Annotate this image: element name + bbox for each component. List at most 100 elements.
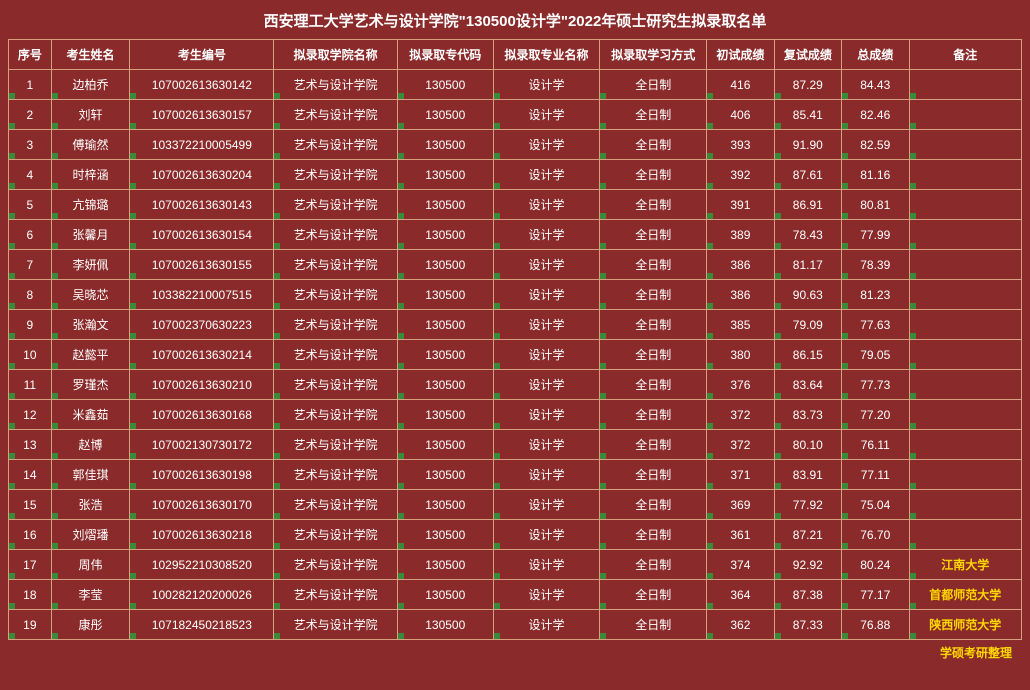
- table-cell: 130500: [397, 580, 493, 610]
- table-cell: 107002613630154: [130, 220, 274, 250]
- table-cell: 9: [9, 310, 52, 340]
- table-cell: 艺术与设计学院: [274, 520, 398, 550]
- table-cell: [909, 520, 1022, 550]
- table-cell: 全日制: [600, 100, 707, 130]
- table-cell: 7: [9, 250, 52, 280]
- table-cell: 77.17: [842, 580, 909, 610]
- table-cell: 81.17: [774, 250, 841, 280]
- table-cell: 130500: [397, 280, 493, 310]
- table-cell: 设计学: [493, 310, 600, 340]
- table-cell: 76.11: [842, 430, 909, 460]
- table-cell: 84.43: [842, 70, 909, 100]
- table-row: 9张瀚文107002370630223艺术与设计学院130500设计学全日制38…: [9, 310, 1022, 340]
- table-row: 7李妍佩107002613630155艺术与设计学院130500设计学全日制38…: [9, 250, 1022, 280]
- table-row: 11罗瑾杰107002613630210艺术与设计学院130500设计学全日制3…: [9, 370, 1022, 400]
- table-cell: 81.16: [842, 160, 909, 190]
- table-row: 5亢锦璐107002613630143艺术与设计学院130500设计学全日制39…: [9, 190, 1022, 220]
- table-cell: [909, 400, 1022, 430]
- table-cell: [909, 340, 1022, 370]
- col-header: 拟录取学习方式: [600, 40, 707, 70]
- table-cell: 386: [707, 250, 774, 280]
- table-cell: 406: [707, 100, 774, 130]
- table-cell: 3: [9, 130, 52, 160]
- table-row: 13赵博107002130730172艺术与设计学院130500设计学全日制37…: [9, 430, 1022, 460]
- table-cell: 艺术与设计学院: [274, 160, 398, 190]
- table-cell: 设计学: [493, 220, 600, 250]
- table-cell: 107002370630223: [130, 310, 274, 340]
- table-cell: 李妍佩: [51, 250, 130, 280]
- table-cell: [909, 490, 1022, 520]
- table-cell: 107002613630142: [130, 70, 274, 100]
- table-cell: 1: [9, 70, 52, 100]
- table-cell: 艺术与设计学院: [274, 490, 398, 520]
- table-cell: 16: [9, 520, 52, 550]
- col-header: 拟录取专业名称: [493, 40, 600, 70]
- table-cell: 艺术与设计学院: [274, 220, 398, 250]
- table-cell: 107002613630204: [130, 160, 274, 190]
- table-cell: 江南大学: [909, 550, 1022, 580]
- table-cell: [909, 220, 1022, 250]
- table-cell: 87.61: [774, 160, 841, 190]
- table-row: 16刘熠璠107002613630218艺术与设计学院130500设计学全日制3…: [9, 520, 1022, 550]
- table-row: 17周伟102952210308520艺术与设计学院130500设计学全日制37…: [9, 550, 1022, 580]
- table-cell: 371: [707, 460, 774, 490]
- table-cell: 全日制: [600, 370, 707, 400]
- table-cell: 376: [707, 370, 774, 400]
- table-cell: 77.11: [842, 460, 909, 490]
- table-cell: 2: [9, 100, 52, 130]
- table-cell: 赵懿平: [51, 340, 130, 370]
- table-cell: 艺术与设计学院: [274, 370, 398, 400]
- table-cell: 陕西师范大学: [909, 610, 1022, 640]
- table-cell: 83.73: [774, 400, 841, 430]
- admission-table-container: 西安理工大学艺术与设计学院"130500设计学"2022年硕士研究生拟录取名单 …: [0, 0, 1030, 667]
- table-cell: 艺术与设计学院: [274, 310, 398, 340]
- table-cell: 385: [707, 310, 774, 340]
- table-row: 2刘轩107002613630157艺术与设计学院130500设计学全日制406…: [9, 100, 1022, 130]
- table-cell: 130500: [397, 340, 493, 370]
- table-cell: 130500: [397, 220, 493, 250]
- table-cell: 赵博: [51, 430, 130, 460]
- table-cell: 全日制: [600, 220, 707, 250]
- table-row: 12米鑫茹107002613630168艺术与设计学院130500设计学全日制3…: [9, 400, 1022, 430]
- table-cell: 10: [9, 340, 52, 370]
- table-cell: 80.10: [774, 430, 841, 460]
- table-cell: 107002613630210: [130, 370, 274, 400]
- col-header: 总成绩: [842, 40, 909, 70]
- table-row: 1边柏乔107002613630142艺术与设计学院130500设计学全日制41…: [9, 70, 1022, 100]
- table-cell: 全日制: [600, 340, 707, 370]
- table-cell: 13: [9, 430, 52, 460]
- table-cell: 380: [707, 340, 774, 370]
- table-header-row: 序号考生姓名考生编号拟录取学院名称拟录取专代码拟录取专业名称拟录取学习方式初试成…: [9, 40, 1022, 70]
- table-cell: 设计学: [493, 550, 600, 580]
- table-cell: 15: [9, 490, 52, 520]
- table-cell: 87.21: [774, 520, 841, 550]
- table-cell: 设计学: [493, 400, 600, 430]
- table-row: 19康彤107182450218523艺术与设计学院130500设计学全日制36…: [9, 610, 1022, 640]
- table-cell: 79.09: [774, 310, 841, 340]
- table-cell: 设计学: [493, 430, 600, 460]
- col-header: 拟录取专代码: [397, 40, 493, 70]
- table-cell: 8: [9, 280, 52, 310]
- table-cell: 86.15: [774, 340, 841, 370]
- table-cell: 全日制: [600, 460, 707, 490]
- table-cell: 78.43: [774, 220, 841, 250]
- footer-note: 学硕考研整理: [8, 640, 1022, 661]
- table-cell: 设计学: [493, 250, 600, 280]
- table-cell: 130500: [397, 550, 493, 580]
- table-cell: 130500: [397, 70, 493, 100]
- table-cell: 85.41: [774, 100, 841, 130]
- table-cell: 艺术与设计学院: [274, 400, 398, 430]
- table-cell: 艺术与设计学院: [274, 250, 398, 280]
- table-cell: 77.20: [842, 400, 909, 430]
- table-cell: 83.91: [774, 460, 841, 490]
- table-cell: 77.99: [842, 220, 909, 250]
- table-cell: 391: [707, 190, 774, 220]
- table-cell: 100282120200026: [130, 580, 274, 610]
- table-cell: 艺术与设计学院: [274, 100, 398, 130]
- table-cell: 130500: [397, 610, 493, 640]
- table-cell: 设计学: [493, 160, 600, 190]
- table-cell: 设计学: [493, 340, 600, 370]
- page-title: 西安理工大学艺术与设计学院"130500设计学"2022年硕士研究生拟录取名单: [8, 6, 1022, 39]
- table-cell: 392: [707, 160, 774, 190]
- table-cell: 艺术与设计学院: [274, 340, 398, 370]
